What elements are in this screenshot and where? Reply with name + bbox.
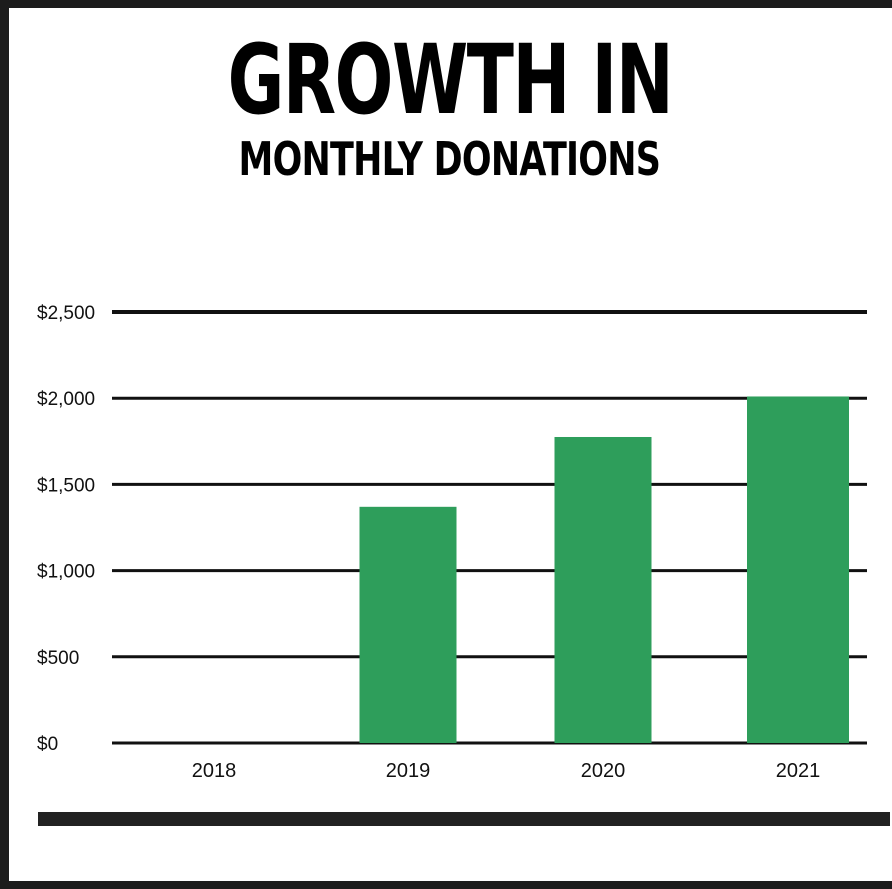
y-tick-label: $1,500 (37, 475, 95, 496)
x-tick-label: 2021 (776, 760, 821, 782)
frame-border-top (0, 0, 892, 8)
gridlines (112, 310, 867, 745)
y-tick-label: $2,500 (37, 303, 95, 324)
chart-title: GROWTH IN (227, 24, 674, 136)
footer-rule (38, 812, 890, 826)
x-tick-label: 2019 (386, 760, 431, 782)
x-tick-label: 2018 (192, 760, 237, 782)
y-tick-label: $500 (37, 648, 79, 669)
bar-2021 (747, 396, 849, 743)
bar-2020 (554, 436, 652, 743)
frame-border-left (0, 0, 9, 889)
bar-2019 (359, 506, 457, 743)
x-tick-label: 2020 (581, 760, 626, 782)
x-axis-ticks: 2018 2019 2020 2021 (192, 760, 821, 782)
bars (359, 396, 849, 743)
y-tick-label: $1,000 (37, 562, 95, 583)
chart-subtitle: MONTHLY DONATIONS (238, 132, 661, 186)
y-tick-label: $0 (37, 734, 58, 755)
y-axis-ticks: $0 $500 $1,000 $1,500 $2,000 $2,500 (37, 303, 95, 755)
frame-border-bottom (0, 881, 892, 889)
y-tick-label: $2,000 (37, 389, 95, 410)
